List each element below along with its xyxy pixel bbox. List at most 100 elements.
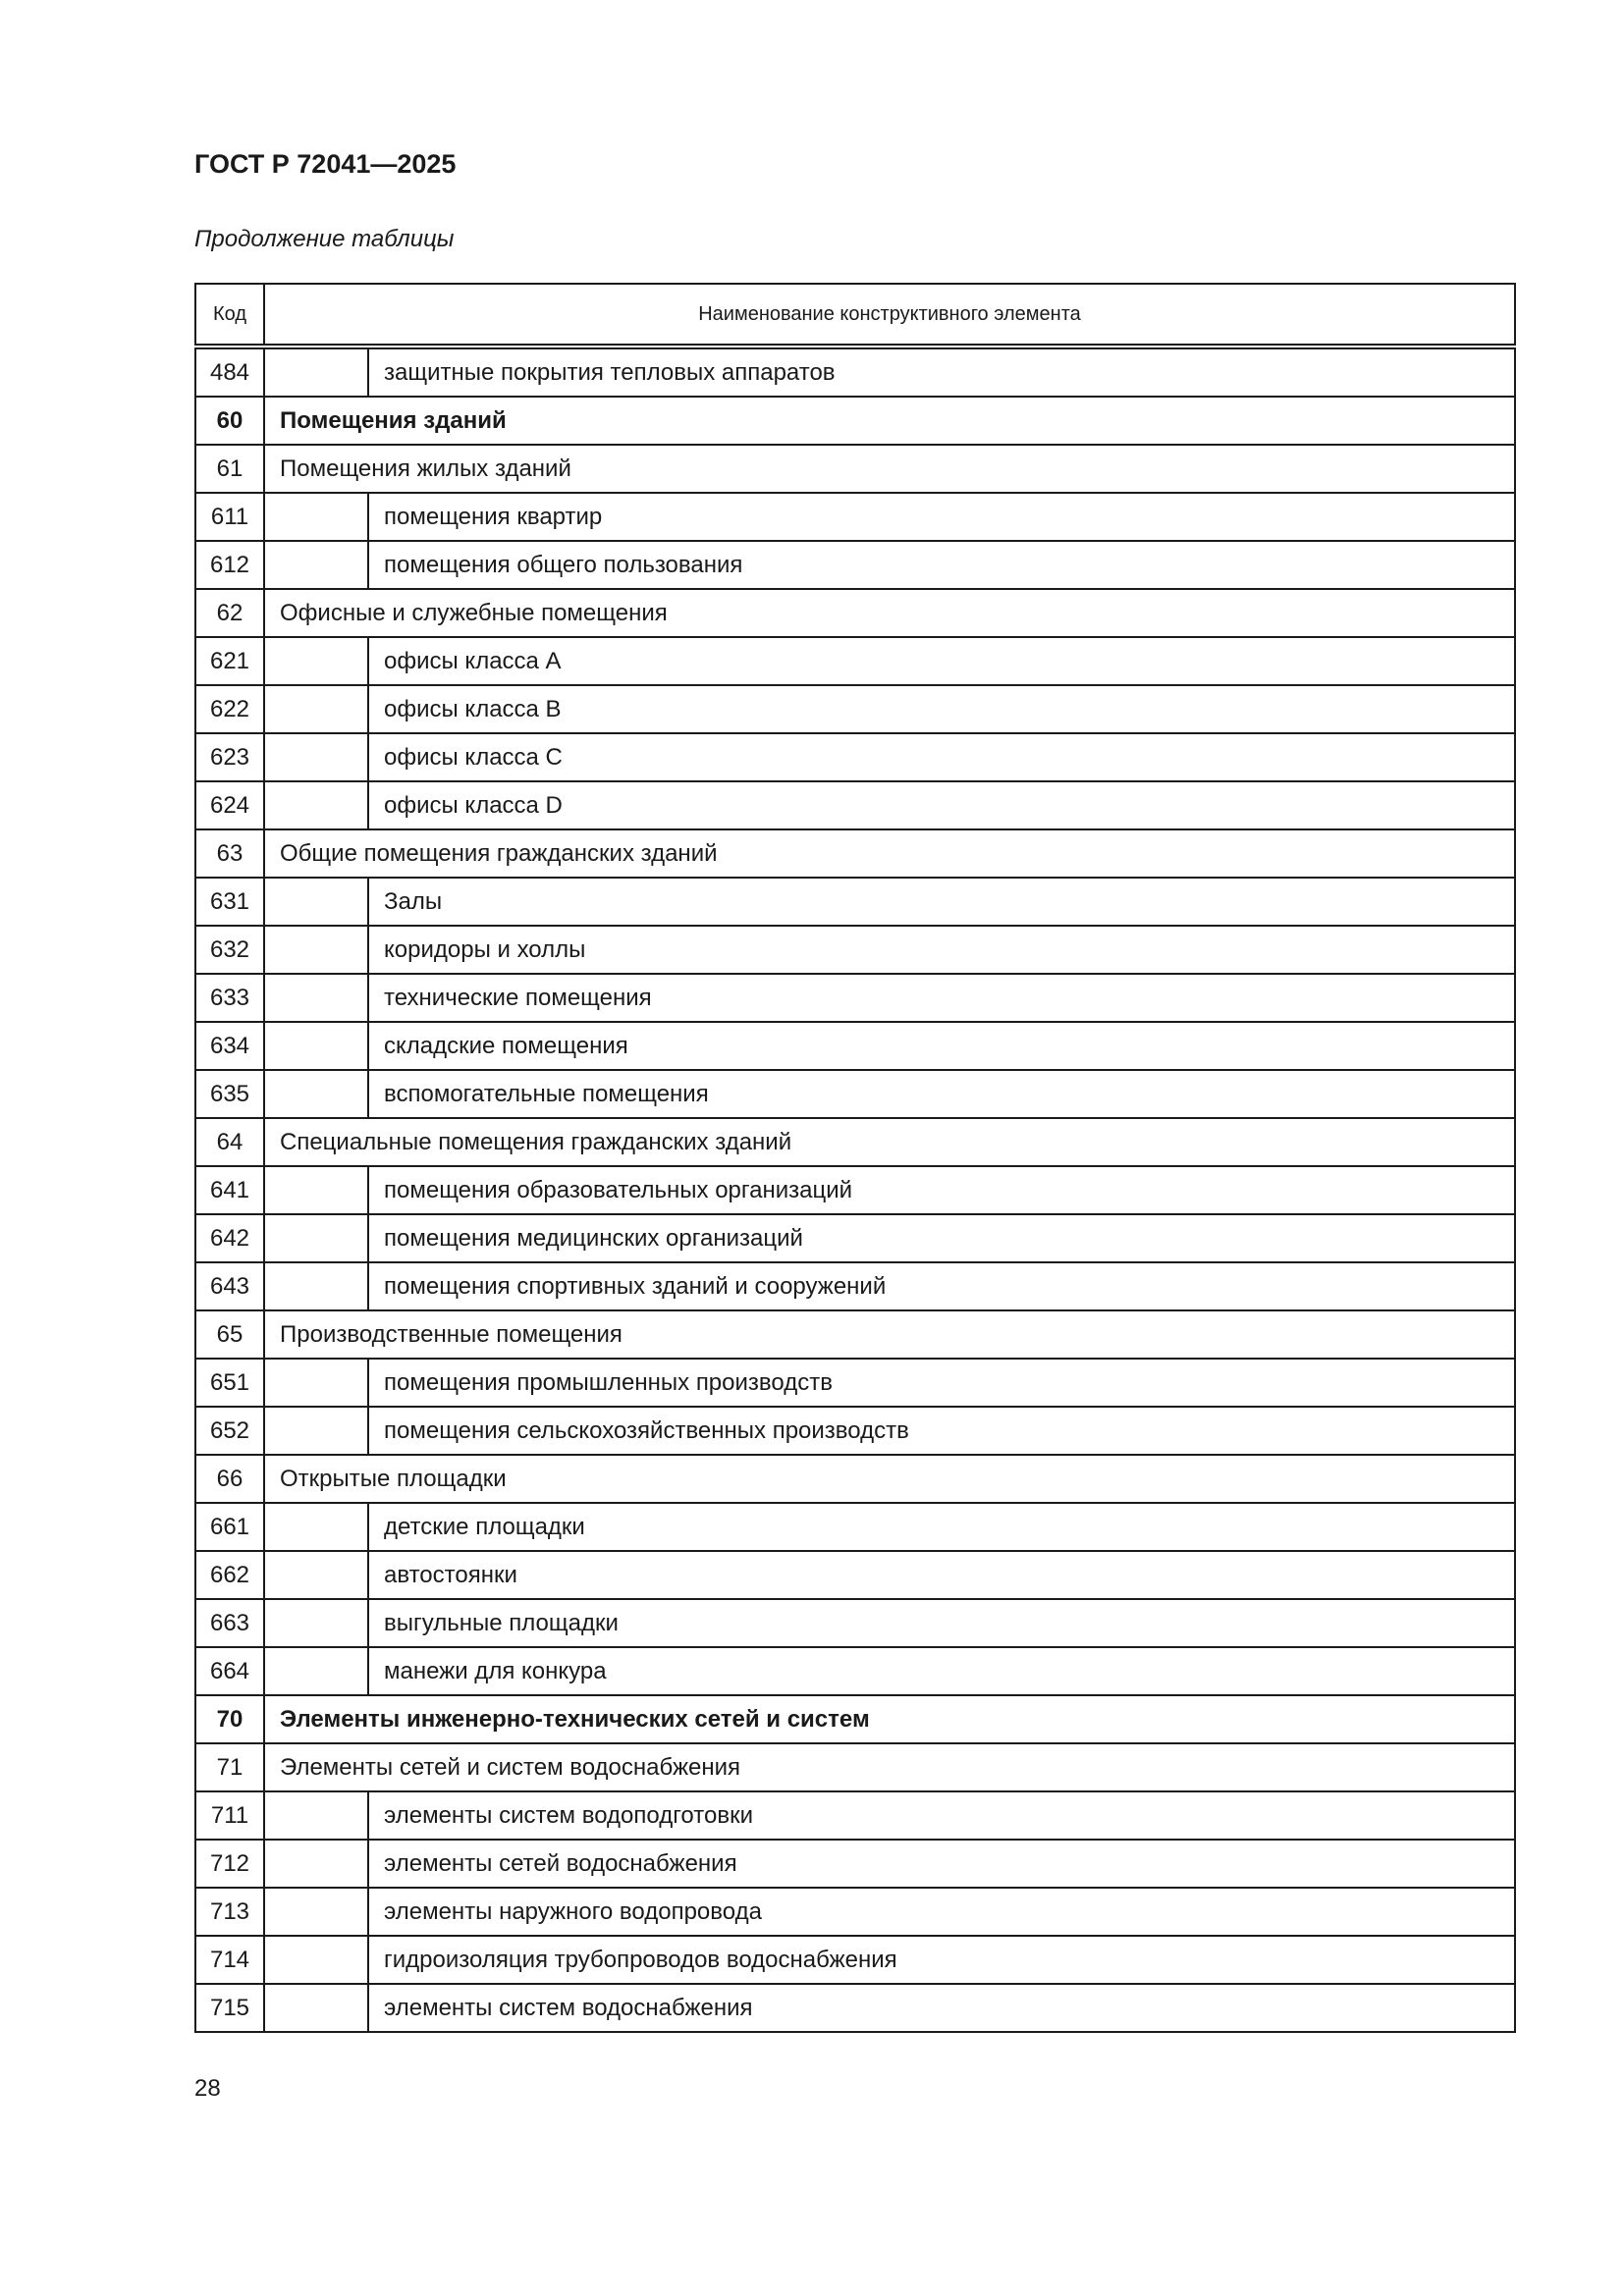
row-indent-cell: [263, 1261, 369, 1311]
row-indent-cell: [263, 1983, 369, 2033]
row-code: 622: [194, 684, 265, 734]
table-row: 634 складские помещения: [194, 1021, 1516, 1071]
document-id: ГОСТ Р 72041—2025: [194, 149, 457, 179]
row-indent-cell: [263, 636, 369, 686]
row-code: 714: [194, 1935, 265, 1985]
table-row: 612 помещения общего пользования: [194, 540, 1516, 590]
row-name: помещения медицинских организаций: [367, 1213, 1516, 1263]
table-row: 624 офисы класса D: [194, 780, 1516, 830]
row-indent-cell: [263, 1165, 369, 1215]
table-row: 715 элементы систем водоснабжения: [194, 1983, 1516, 2033]
row-code: 662: [194, 1550, 265, 1600]
row-name: Элементы инженерно-технических сетей и с…: [263, 1694, 1516, 1744]
row-name: помещения спортивных зданий и сооружений: [367, 1261, 1516, 1311]
row-name: Элементы сетей и систем водоснабжения: [263, 1742, 1516, 1792]
row-code: 70: [194, 1694, 265, 1744]
table-row: 661 детские площадки: [194, 1502, 1516, 1552]
row-code: 713: [194, 1887, 265, 1937]
table-row: 632 коридоры и холлы: [194, 925, 1516, 975]
row-indent-cell: [263, 1646, 369, 1696]
row-indent-cell: [263, 1598, 369, 1648]
table-row: 714 гидроизоляция трубопроводов водоснабж…: [194, 1935, 1516, 1985]
row-code: 643: [194, 1261, 265, 1311]
table-row: 621 офисы класса A: [194, 636, 1516, 686]
row-name: элементы сетей водоснабжения: [367, 1839, 1516, 1889]
row-name: Специальные помещения гражданских зданий: [263, 1117, 1516, 1167]
row-code: 63: [194, 828, 265, 879]
column-header-name: Наименование конструктивного элемента: [263, 283, 1516, 349]
table-row: 663 выгульные площадки: [194, 1598, 1516, 1648]
row-indent-cell: [263, 1358, 369, 1408]
row-code: 633: [194, 973, 265, 1023]
row-code: 651: [194, 1358, 265, 1408]
table-row: 623 офисы класса C: [194, 732, 1516, 782]
table-row: 651 помещения промышленных производств: [194, 1358, 1516, 1408]
table-row: 712 элементы сетей водоснабжения: [194, 1839, 1516, 1889]
table-row: 664 манежи для конкура: [194, 1646, 1516, 1696]
row-indent-cell: [263, 684, 369, 734]
row-code: 62: [194, 588, 265, 638]
table-row: 635 вспомогательные помещения: [194, 1069, 1516, 1119]
row-indent-cell: [263, 780, 369, 830]
row-name: автостоянки: [367, 1550, 1516, 1600]
row-name: Офисные и служебные помещения: [263, 588, 1516, 638]
row-name: элементы наружного водопровода: [367, 1887, 1516, 1937]
row-code: 711: [194, 1790, 265, 1841]
row-indent-cell: [263, 492, 369, 542]
row-indent-cell: [263, 540, 369, 590]
row-code: 712: [194, 1839, 265, 1889]
row-indent-cell: [263, 1069, 369, 1119]
row-name: вспомогательные помещения: [367, 1069, 1516, 1119]
row-code: 484: [194, 346, 265, 398]
row-name: Открытые площадки: [263, 1454, 1516, 1504]
table-row: 71 Элементы сетей и систем водоснабжения: [194, 1742, 1516, 1792]
row-name: манежи для конкура: [367, 1646, 1516, 1696]
row-name: офисы класса D: [367, 780, 1516, 830]
row-name: Помещения жилых зданий: [263, 444, 1516, 494]
row-name: помещения сельскохозяйственных производс…: [367, 1406, 1516, 1456]
row-indent-cell: [263, 1935, 369, 1985]
row-indent-cell: [263, 1550, 369, 1600]
row-code: 611: [194, 492, 265, 542]
row-name: выгульные площадки: [367, 1598, 1516, 1648]
table-row: 65 Производственные помещения: [194, 1309, 1516, 1360]
table-row: 631 Залы: [194, 877, 1516, 927]
row-code: 715: [194, 1983, 265, 2033]
row-name: офисы класса B: [367, 684, 1516, 734]
row-indent-cell: [263, 1021, 369, 1071]
table-header-row: Код Наименование конструктивного элемент…: [194, 283, 1516, 349]
row-name: защитные покрытия тепловых аппаратов: [367, 346, 1516, 398]
table-row: 642 помещения медицинских организаций: [194, 1213, 1516, 1263]
row-code: 612: [194, 540, 265, 590]
table-continuation-label: Продолжение таблицы: [194, 226, 455, 252]
row-name: Залы: [367, 877, 1516, 927]
row-name: Производственные помещения: [263, 1309, 1516, 1360]
row-name: помещения промышленных производств: [367, 1358, 1516, 1408]
row-name: детские площадки: [367, 1502, 1516, 1552]
table-row: 70 Элементы инженерно-технических сетей и…: [194, 1694, 1516, 1744]
table-row: 62 Офисные и служебные помещения: [194, 588, 1516, 638]
row-code: 64: [194, 1117, 265, 1167]
row-code: 621: [194, 636, 265, 686]
row-name: технические помещения: [367, 973, 1516, 1023]
row-indent-cell: [263, 1502, 369, 1552]
row-code: 65: [194, 1309, 265, 1360]
row-name: коридоры и холлы: [367, 925, 1516, 975]
row-indent-cell: [263, 1213, 369, 1263]
row-name: элементы систем водоснабжения: [367, 1983, 1516, 2033]
table-row: 66 Открытые площадки: [194, 1454, 1516, 1504]
row-code: 623: [194, 732, 265, 782]
table-row: 60 Помещения зданий: [194, 396, 1516, 446]
row-code: 642: [194, 1213, 265, 1263]
row-name: помещения образовательных организаций: [367, 1165, 1516, 1215]
row-code: 71: [194, 1742, 265, 1792]
row-indent-cell: [263, 877, 369, 927]
elements-table: Код Наименование конструктивного элемент…: [194, 283, 1516, 2033]
row-code: 66: [194, 1454, 265, 1504]
table-row: 711 элементы систем водоподготовки: [194, 1790, 1516, 1841]
table-row: 633 технические помещения: [194, 973, 1516, 1023]
row-indent-cell: [263, 1406, 369, 1456]
row-indent-cell: [263, 925, 369, 975]
row-code: 632: [194, 925, 265, 975]
row-indent-cell: [263, 346, 369, 398]
